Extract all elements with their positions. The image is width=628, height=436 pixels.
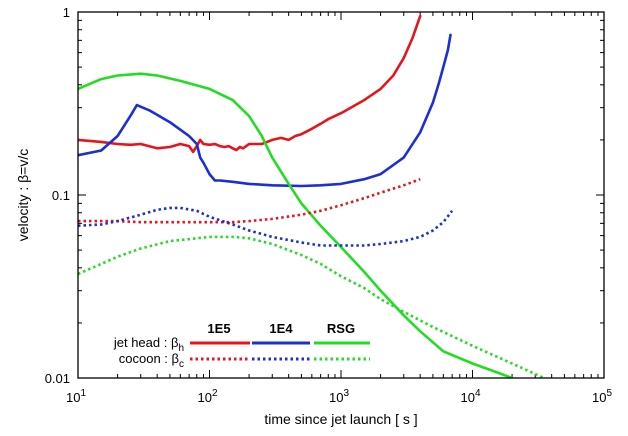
plot-frame <box>77 11 605 379</box>
series-1E4-jet-head <box>78 33 452 188</box>
series-RSG-cocoon <box>78 235 545 378</box>
tick-labels: 101 102 103 104 105 0.01 0.1 1 <box>45 5 613 405</box>
data-series <box>78 14 545 378</box>
legend-row-cocoon: cocoon : βc <box>119 351 184 370</box>
x-tick-label: 102 <box>197 388 217 405</box>
series-RSG-jet-head <box>78 72 514 378</box>
series-1E4-cocoon <box>78 206 454 247</box>
legend-col-1E4: 1E4 <box>269 321 293 336</box>
x-tick-label: 103 <box>329 388 349 405</box>
legend-col-1E5: 1E5 <box>207 321 230 336</box>
legend: 1E5 1E4 RSG jet head : βh cocoon : βc <box>113 321 370 370</box>
series-1E5-cocoon <box>78 177 421 224</box>
x-tick-label: 105 <box>592 388 612 405</box>
y-tick-label: 0.01 <box>45 371 70 386</box>
y-tick-label: 0.1 <box>52 188 70 203</box>
legend-col-RSG: RSG <box>327 321 355 336</box>
x-axis-label: time since jet launch [ s ] <box>264 411 417 427</box>
x-tick-label: 101 <box>66 388 86 405</box>
series-1E5-jet-head <box>78 14 422 154</box>
y-axis-label: velocity : β=v/c <box>15 149 31 241</box>
x-tick-label: 104 <box>460 388 480 405</box>
y-tick-label: 1 <box>63 5 70 20</box>
legend-row-jet-head: jet head : βh <box>113 335 184 354</box>
